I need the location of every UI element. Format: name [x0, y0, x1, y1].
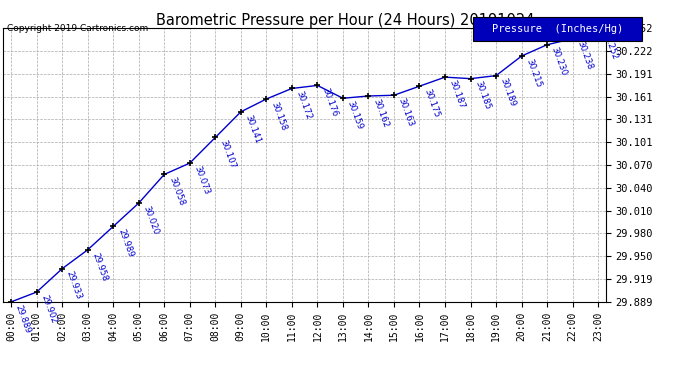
Text: 30.163: 30.163	[397, 97, 415, 128]
Text: 30.058: 30.058	[167, 176, 186, 207]
Text: 30.215: 30.215	[524, 57, 543, 89]
Text: 30.159: 30.159	[346, 100, 364, 131]
Text: 29.933: 29.933	[65, 270, 83, 301]
Text: 30.238: 30.238	[575, 40, 594, 72]
Text: Pressure  (Inches/Hg): Pressure (Inches/Hg)	[491, 24, 623, 34]
Text: 30.162: 30.162	[371, 98, 390, 129]
Text: 30.158: 30.158	[269, 100, 288, 132]
Text: 30.230: 30.230	[550, 46, 569, 78]
Text: 30.189: 30.189	[499, 77, 518, 108]
Text: 30.175: 30.175	[422, 88, 441, 119]
Text: 29.989: 29.989	[116, 228, 135, 259]
Text: 29.889: 29.889	[14, 303, 32, 334]
Text: 30.185: 30.185	[473, 80, 492, 111]
Text: 30.020: 30.020	[141, 204, 160, 236]
Text: 30.187: 30.187	[448, 78, 466, 110]
Text: 29.902: 29.902	[39, 294, 58, 325]
Text: Barometric Pressure per Hour (24 Hours) 20191024: Barometric Pressure per Hour (24 Hours) …	[156, 13, 534, 28]
Text: 30.176: 30.176	[320, 87, 339, 118]
Text: 30.141: 30.141	[244, 113, 262, 145]
Text: 30.172: 30.172	[295, 90, 313, 121]
Text: Copyright 2019 Cartronics.com: Copyright 2019 Cartronics.com	[7, 24, 148, 33]
Text: 30.073: 30.073	[193, 165, 211, 196]
Text: 29.958: 29.958	[90, 251, 109, 282]
Text: 30.107: 30.107	[218, 139, 237, 170]
Text: 30.252: 30.252	[601, 30, 620, 61]
